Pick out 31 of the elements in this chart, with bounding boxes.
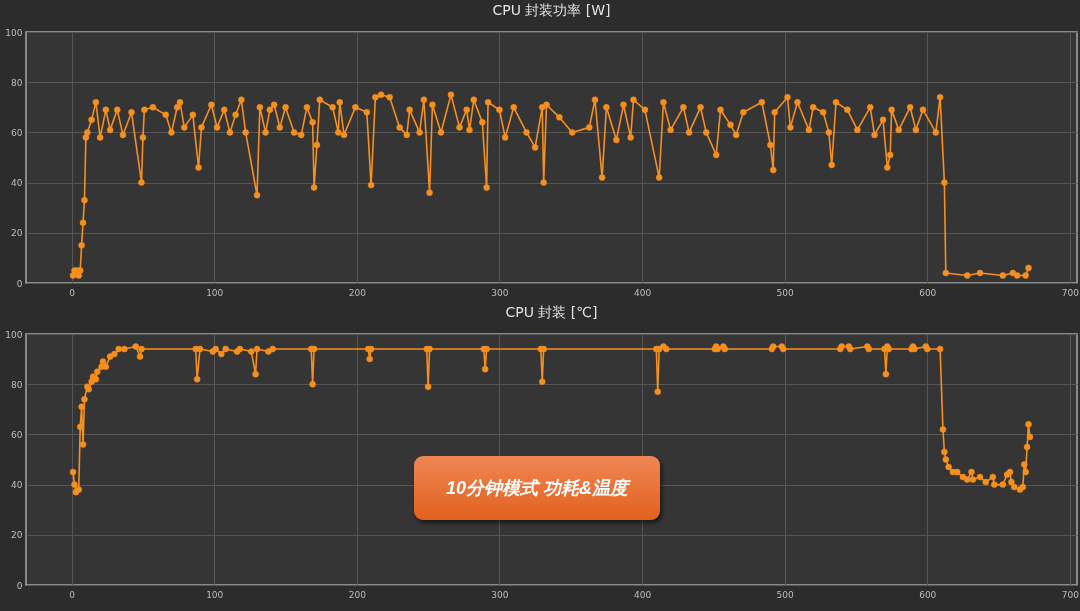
y-tick-label: 20 [11, 228, 23, 239]
y-tick-label: 20 [11, 530, 23, 541]
y-tick-label: 80 [11, 77, 23, 88]
x-tick-label: 100 [206, 287, 224, 298]
x-tick-label: 700 [1061, 589, 1080, 600]
y-tick-label: 80 [11, 379, 23, 390]
x-tick-label: 400 [633, 287, 652, 298]
y-tick-label: 40 [11, 178, 23, 189]
x-tick-label: 600 [919, 287, 937, 298]
x-tick-label: 300 [491, 287, 509, 298]
chart-title: CPU 封装功率 [W] [492, 2, 611, 18]
x-tick-label: 300 [491, 589, 509, 600]
x-tick-label: 100 [206, 589, 224, 600]
x-tick-label: 0 [69, 589, 76, 600]
x-tick-label: 500 [776, 589, 795, 600]
y-tick-label: 0 [16, 580, 23, 591]
x-tick-label: 700 [1061, 287, 1080, 298]
x-tick-label: 200 [348, 589, 367, 600]
x-tick-label: 400 [633, 589, 652, 600]
chart-title: CPU 封装 [℃] [505, 304, 598, 320]
y-tick-label: 0 [16, 278, 23, 289]
annotation: 10分钟模式 功耗&温度 [445, 477, 629, 499]
y-tick-label: 40 [11, 480, 23, 491]
x-tick-label: 500 [776, 287, 795, 298]
x-tick-label: 200 [348, 287, 367, 298]
y-tick-label: 100 [5, 27, 23, 38]
y-tick-label: 100 [5, 329, 23, 340]
y-tick-label: 60 [11, 429, 23, 440]
x-tick-label: 0 [69, 287, 76, 298]
y-tick-label: 60 [11, 127, 23, 138]
x-tick-label: 600 [919, 589, 937, 600]
